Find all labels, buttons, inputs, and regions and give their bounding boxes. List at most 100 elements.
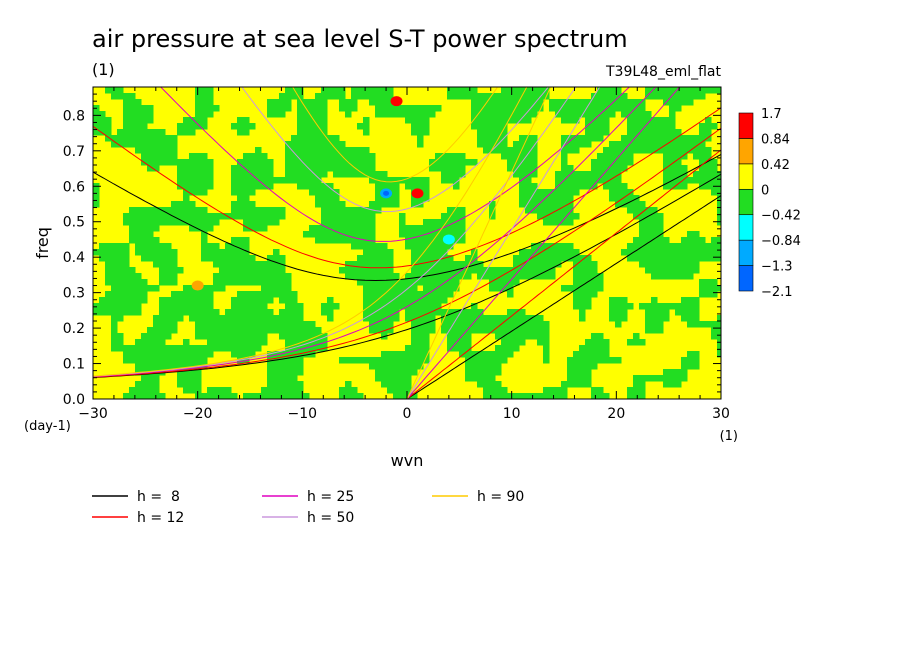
heatmap-cell	[423, 249, 430, 256]
heatmap-cell	[561, 183, 568, 190]
heatmap-cell	[237, 129, 244, 136]
heatmap-cell	[615, 153, 622, 160]
heatmap-cell	[585, 111, 592, 118]
heatmap-cell	[159, 303, 166, 310]
heatmap-cell	[117, 93, 124, 100]
heatmap-cell	[117, 291, 124, 298]
heatmap-cell	[237, 177, 244, 184]
heatmap-cell	[165, 255, 172, 262]
heatmap-cell	[369, 315, 376, 322]
heatmap-cell	[291, 351, 298, 358]
heatmap-cell	[435, 225, 442, 232]
heatmap-cell	[315, 105, 322, 112]
heatmap-cell	[381, 99, 388, 106]
heatmap-cell	[375, 273, 382, 280]
heatmap-cell	[471, 303, 478, 310]
heatmap-cell	[573, 279, 580, 286]
heatmap-cell	[141, 297, 148, 304]
heatmap-cell	[585, 357, 592, 364]
heatmap-cell	[231, 255, 238, 262]
heatmap-cell	[141, 363, 148, 370]
heatmap-cell	[183, 207, 190, 214]
heatmap-cell	[267, 387, 274, 394]
heatmap-cell	[507, 291, 514, 298]
y-axis-unit: (day-1)	[24, 419, 71, 434]
heatmap-cell	[489, 369, 496, 376]
heatmap-cell	[687, 297, 694, 304]
heatmap-cell	[237, 261, 244, 268]
x-tick-label: 30	[712, 406, 730, 422]
heatmap-cell	[525, 315, 532, 322]
heatmap-cell	[309, 165, 316, 172]
heatmap-cell	[303, 339, 310, 346]
heatmap-cell	[459, 339, 466, 346]
heatmap-cell	[489, 321, 496, 328]
heatmap-cell	[225, 393, 232, 399]
heatmap-cell	[537, 249, 544, 256]
heatmap-cell	[165, 147, 172, 154]
heatmap-cell	[327, 303, 334, 310]
heatmap-cell	[405, 351, 412, 358]
heatmap-cell	[651, 309, 658, 316]
heatmap-cell	[189, 159, 196, 166]
heatmap-cell	[411, 369, 418, 376]
heatmap-cell	[189, 165, 196, 172]
heatmap-cell	[171, 315, 178, 322]
heatmap-cell	[159, 327, 166, 334]
heatmap-cell	[711, 279, 718, 286]
heatmap-cell	[417, 249, 424, 256]
heatmap-cell	[213, 345, 220, 352]
heatmap-cell	[177, 303, 184, 310]
heatmap-cell	[627, 201, 634, 208]
heatmap-cell	[93, 201, 100, 208]
heatmap-cell	[297, 99, 304, 106]
heatmap-cell	[327, 237, 334, 244]
heatmap-cell	[129, 207, 136, 214]
heatmap-cell	[411, 231, 418, 238]
heatmap-cell	[243, 297, 250, 304]
heatmap-cell	[117, 135, 124, 142]
kelvin-curve-4	[406, 87, 552, 399]
heatmap-cell	[627, 303, 634, 310]
heatmap-cell	[483, 369, 490, 376]
heatmap-cell	[387, 105, 394, 112]
heatmap-cell	[417, 327, 424, 334]
heatmap-cell	[189, 171, 196, 178]
heatmap-cell	[363, 285, 370, 292]
heatmap-cell	[651, 213, 658, 220]
plot-area	[93, 87, 721, 399]
heatmap-cell	[393, 291, 400, 298]
heatmap-cell	[669, 141, 676, 148]
heatmap-cell	[183, 369, 190, 376]
heatmap-cell	[393, 381, 400, 388]
heatmap-cell	[387, 321, 394, 328]
heatmap-cell	[705, 291, 712, 298]
heatmap-cell	[531, 111, 538, 118]
heatmap-cell	[201, 183, 208, 190]
heatmap-cell	[123, 105, 130, 112]
heatmap-cell	[579, 309, 586, 316]
heatmap-cell	[663, 147, 670, 154]
heatmap-cell	[651, 249, 658, 256]
heatmap-cell	[153, 315, 160, 322]
heatmap-cell	[291, 177, 298, 184]
heatmap-cell	[687, 309, 694, 316]
heatmap-cell	[141, 105, 148, 112]
heatmap-cell	[417, 297, 424, 304]
heatmap-cell	[249, 165, 256, 172]
heatmap-cell	[297, 357, 304, 364]
heatmap-cell	[123, 249, 130, 256]
heatmap-cell	[693, 87, 700, 94]
heatmap-cell	[375, 309, 382, 316]
heatmap-cell	[267, 219, 274, 226]
heatmap-cell	[225, 249, 232, 256]
heatmap-cell	[621, 105, 628, 112]
heatmap-cell	[639, 375, 646, 382]
heatmap-cell	[609, 177, 616, 184]
heatmap-cell	[135, 309, 142, 316]
heatmap-cell	[645, 147, 652, 154]
heatmap-cell	[447, 285, 454, 292]
heatmap-cell	[585, 339, 592, 346]
heatmap-cell	[585, 273, 592, 280]
heatmap-cell	[717, 327, 721, 334]
